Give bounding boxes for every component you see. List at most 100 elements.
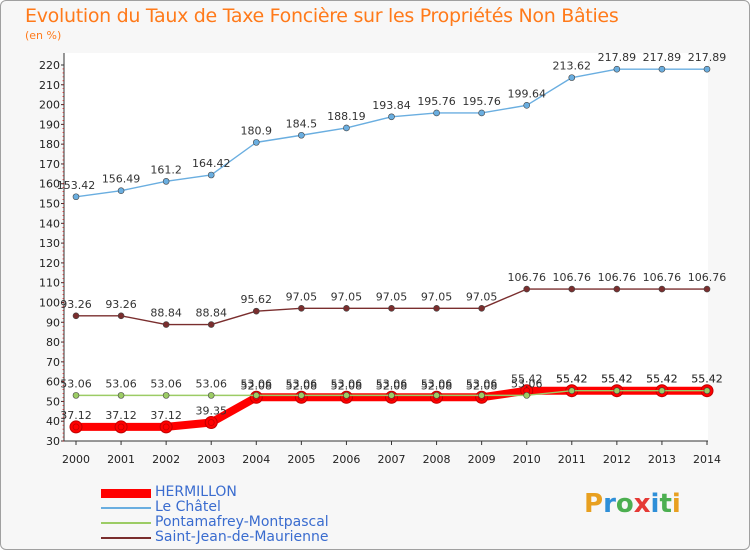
x-tick-label: 2002 [152,453,180,466]
y-tick-label: 170 [39,158,60,171]
data-point [117,312,125,320]
legend-label: Saint-Jean-de-Maurienne [155,529,329,545]
x-tick-label: 2003 [197,453,225,466]
data-label: 88.84 [150,307,182,320]
data-label: 97.05 [421,290,453,303]
data-label: 53.06 [331,377,363,390]
data-label: 37.12 [105,409,137,422]
data-label: 53.06 [105,377,137,390]
y-tick-label: 220 [39,59,60,72]
data-label: 97.05 [376,290,408,303]
data-label: 199.64 [507,87,546,100]
data-point [433,305,440,312]
y-tick-label: 130 [39,237,60,250]
legend-swatch [101,488,151,498]
data-label: 195.76 [417,95,456,108]
data-point [207,392,215,399]
data-point [72,312,80,320]
logo-letter: r [603,489,616,519]
proxiti-logo: Proxiti [584,489,681,519]
data-point [523,285,531,293]
data-label: 53.06 [466,377,498,390]
data-label: 188.19 [327,110,366,123]
y-tick-label: 80 [46,336,60,349]
data-point [207,321,215,328]
data-point [298,131,305,139]
data-label: 52.08 [376,379,408,392]
data-point [207,171,215,179]
y-tick-label: 110 [39,277,60,290]
data-label: 97.05 [466,290,498,303]
data-label: 52.08 [241,379,273,392]
data-label: 97.05 [286,290,318,303]
y-tick-label: 140 [39,217,60,230]
x-tick-label: 2010 [513,453,541,466]
legend-label: HERMILLON [155,484,237,500]
y-tick-label: 30 [46,435,60,448]
data-point-inner [72,423,80,431]
data-point [658,285,666,293]
data-label: 88.84 [195,307,227,320]
data-label: 106.76 [507,271,546,284]
data-point [523,101,531,109]
data-point [388,305,395,312]
data-point [388,392,395,399]
y-tick-label: 90 [46,316,60,329]
data-point [568,387,576,394]
data-label: 53.06 [241,377,273,390]
data-label: 55.42 [556,373,588,386]
x-tick-label: 2011 [558,453,586,466]
x-tick-label: 2008 [423,453,451,466]
y-tick-label: 50 [46,395,60,408]
x-tick-label: 2013 [648,453,676,466]
x-tick-label: 2004 [242,453,270,466]
legend-label: Pontamafrey-Montpascal [155,514,329,530]
logo-letter: o [615,489,634,519]
unit-label: (en %) [25,29,62,42]
logo-letter: i [671,489,681,519]
data-point [117,392,125,399]
data-label: 195.76 [462,95,501,108]
data-point [478,392,485,399]
data-label: 95.62 [241,293,273,306]
data-label: 217.89 [688,51,727,64]
data-point [478,305,485,312]
x-tick-label: 2005 [287,453,315,466]
data-point [117,187,125,194]
data-point [72,193,80,201]
data-label: 153.42 [57,179,96,192]
data-point [298,392,305,399]
y-tick-label: 160 [39,178,60,191]
data-label: 217.89 [643,51,682,64]
data-point [523,392,531,399]
y-tick-label: 60 [46,376,60,389]
data-point [72,392,80,399]
y-tick-label: 200 [39,99,60,112]
x-tick-label: 2012 [603,453,631,466]
data-label: 106.76 [553,271,592,284]
data-point [568,74,576,81]
data-label: 164.42 [192,157,231,170]
data-label: 52.08 [331,379,363,392]
data-label: 52.08 [286,379,318,392]
y-tick-label: 40 [46,415,60,428]
data-label: 37.12 [60,409,92,422]
data-label: 53.06 [60,377,92,390]
data-label: 217.89 [598,51,637,64]
data-point [433,392,440,399]
data-label: 213.62 [553,60,592,73]
logo-letter: i [650,489,660,519]
logo-letter: x [633,489,651,519]
logo-letter: P [584,489,604,519]
legend-swatch [101,522,151,524]
data-point [162,178,170,185]
data-point [162,321,170,328]
data-label: 161.2 [150,163,182,176]
data-label: 55.42 [601,373,633,386]
data-point [298,305,305,312]
data-label: 37.12 [150,409,182,422]
data-label: 106.76 [598,271,637,284]
y-tick-label: 180 [39,138,60,151]
data-label: 93.26 [105,298,137,311]
legend-swatch [101,537,151,539]
